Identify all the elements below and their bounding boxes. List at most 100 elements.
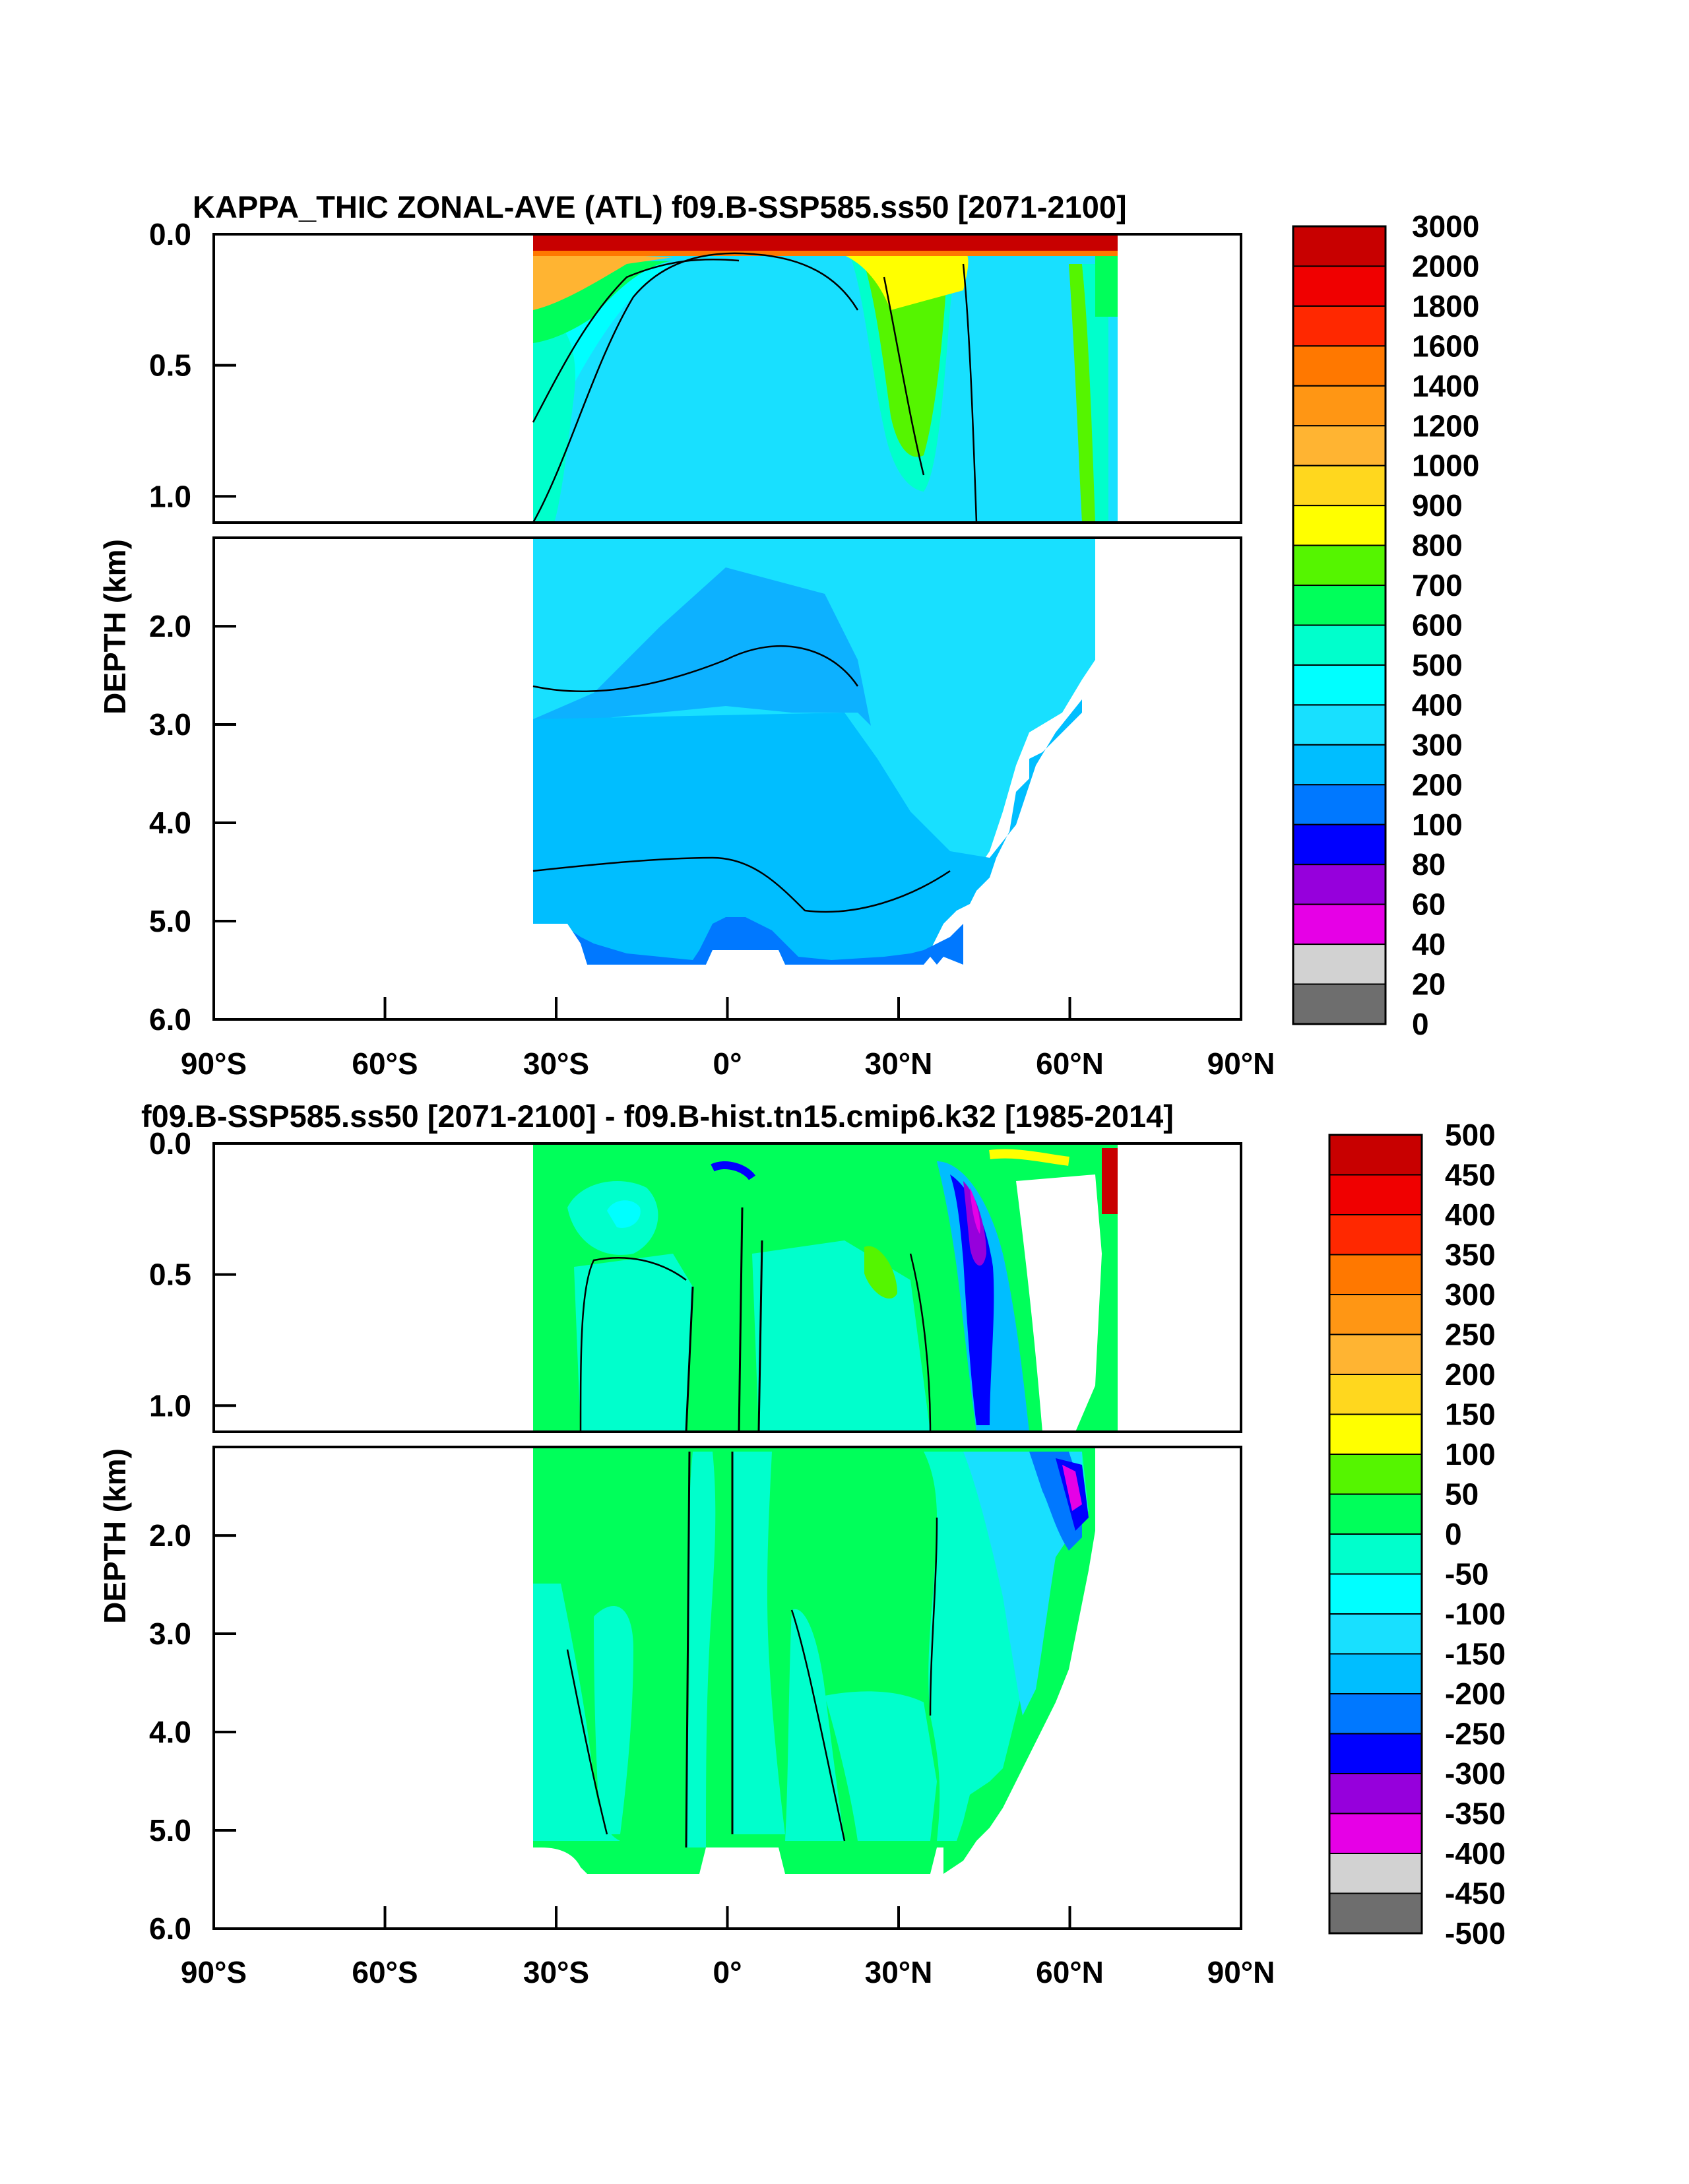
p1-contour-6 xyxy=(532,856,951,913)
colorbar-swatch xyxy=(1329,1214,1422,1256)
colorbar-label: 0 xyxy=(1445,1517,1462,1551)
panel2-lower-field xyxy=(533,1447,1118,1929)
p2-lower-teal-south xyxy=(785,1609,844,1841)
colorbar-label: 100 xyxy=(1412,808,1463,842)
colorbar-swatch xyxy=(1329,1773,1422,1815)
y-tick-label: 4.0 xyxy=(149,806,191,840)
colorbar-label: 250 xyxy=(1445,1318,1496,1352)
colorbar-label: 50 xyxy=(1445,1477,1479,1512)
colorbar-swatch xyxy=(1329,1374,1422,1415)
panel-difference: f09.B-SSP585.ss50 [2071-2100] - f09.B-hi… xyxy=(98,1099,1506,1989)
y-tick-label: 4.0 xyxy=(149,1715,191,1749)
colorbar-swatch xyxy=(1329,1493,1422,1535)
p2-upper-cyan-eddy xyxy=(607,1200,641,1228)
colorbar-swatch xyxy=(1292,226,1386,267)
p2-contour-4 xyxy=(757,1240,763,1432)
p2-contour-6 xyxy=(566,1649,608,1835)
x-tick-label: 90°N xyxy=(1207,1046,1275,1081)
p1-upper-teal xyxy=(533,315,575,523)
colorbar-label: 300 xyxy=(1445,1277,1496,1312)
panel1-colorbar: 3000200018001600140012001000900800700600… xyxy=(1292,209,1479,1041)
p1-upper-edge-green xyxy=(1095,251,1118,317)
colorbar-swatch xyxy=(1329,1853,1422,1894)
panel2-colorbar: 500450400350300250200150100500-50-100-15… xyxy=(1328,1118,1506,1950)
p2-lower-mask-east xyxy=(943,1447,1118,1929)
colorbar-label: 600 xyxy=(1412,608,1463,643)
colorbar-label: -200 xyxy=(1445,1677,1506,1711)
colorbar-swatch xyxy=(1329,1333,1422,1375)
colorbar-swatch xyxy=(1329,1573,1422,1615)
p1-lower-abyss xyxy=(533,858,917,963)
p1-contour-1 xyxy=(532,252,859,523)
colorbar-swatch xyxy=(1292,465,1386,507)
colorbar-swatch xyxy=(1292,903,1386,946)
colorbar-swatch xyxy=(1329,1413,1422,1455)
colorbar-label: -350 xyxy=(1445,1797,1506,1831)
colorbar-frame xyxy=(1328,1134,1423,1935)
panel2-x-ticks: 90°S 60°S 30°S 0° 30°N 60°N 90°N xyxy=(181,1906,1275,1989)
colorbar-label: -250 xyxy=(1445,1717,1506,1751)
panel2-upper-frame xyxy=(212,1142,1242,1433)
panel2-upper-field xyxy=(533,1143,1118,1432)
colorbar-swatch xyxy=(1329,1693,1422,1735)
p2-contour-1 xyxy=(579,1257,687,1432)
p1-contour-3 xyxy=(883,276,925,476)
colorbar-swatch xyxy=(1329,1733,1422,1774)
colorbar-swatch xyxy=(1292,585,1386,626)
colorbar-frame xyxy=(1292,225,1387,1025)
colorbar-swatch xyxy=(1292,345,1386,387)
colorbar-label: -450 xyxy=(1445,1877,1506,1911)
y-tick-label: 0.5 xyxy=(149,348,191,383)
colorbar-label: 300 xyxy=(1412,728,1463,762)
p2-upper-yellow-streak xyxy=(989,1149,1069,1166)
p2-lower-teal-left xyxy=(533,1584,620,1841)
colorbar-label: -50 xyxy=(1445,1557,1488,1591)
colorbar-label: -150 xyxy=(1445,1637,1506,1671)
y-tick-label: 2.0 xyxy=(149,1518,191,1553)
colorbar-swatch xyxy=(1292,744,1386,786)
panel2-y-ticks: 0.0 0.5 1.0 2.0 3.0 4.0 5.0 6.0 xyxy=(149,1126,236,1946)
colorbar-label: 100 xyxy=(1445,1437,1496,1471)
panel1-y-axis-label: DEPTH (km) xyxy=(98,539,132,715)
colorbar-label: 400 xyxy=(1412,688,1463,722)
p1-contour-4 xyxy=(962,263,978,523)
p1-lower-mid-band xyxy=(533,567,871,726)
p1-upper-yellow xyxy=(831,251,969,310)
p2-lower-teal-vert xyxy=(686,1452,716,1847)
panel1-upper-frame xyxy=(212,233,1242,524)
colorbar-label: 1200 xyxy=(1412,408,1479,443)
x-tick-label: 30°N xyxy=(865,1046,933,1081)
y-tick-label: 0.0 xyxy=(149,217,191,251)
p1-contour-2 xyxy=(532,259,740,423)
panel2-title: f09.B-SSP585.ss50 [2071-2100] - f09.B-hi… xyxy=(141,1099,1174,1134)
colorbar-swatch xyxy=(1329,1653,1422,1694)
x-tick-label: 60°N xyxy=(1036,1955,1104,1989)
colorbar-swatch xyxy=(1292,664,1386,706)
y-tick-label: 2.0 xyxy=(149,609,191,643)
colorbar-label: 1000 xyxy=(1412,449,1479,483)
p1-upper-orange xyxy=(533,251,673,310)
colorbar-label: 150 xyxy=(1445,1397,1496,1432)
colorbar-label: 350 xyxy=(1445,1238,1496,1272)
p2-lower-teal-mid xyxy=(732,1452,785,1834)
colorbar-label: 500 xyxy=(1445,1118,1496,1152)
colorbar-label: 1400 xyxy=(1412,369,1479,403)
x-tick-label: 60°S xyxy=(352,1955,418,1989)
panel1-lower-field xyxy=(532,538,1241,1019)
p2-lower-light-blue xyxy=(963,1452,1082,1716)
p2-upper-red-edge xyxy=(1102,1148,1118,1214)
colorbar-swatch xyxy=(1329,1533,1422,1575)
x-tick-label: 60°N xyxy=(1036,1046,1104,1081)
y-tick-label: 5.0 xyxy=(149,904,191,938)
colorbar-label: 20 xyxy=(1412,967,1446,1002)
x-tick-label: 90°S xyxy=(181,1046,247,1081)
colorbar-label: 800 xyxy=(1412,529,1463,563)
colorbar-swatch xyxy=(1292,983,1386,1025)
p1-upper-green-right xyxy=(1069,264,1095,523)
p2-lower-teal-strip xyxy=(594,1606,633,1834)
panel1-y-ticks: 0.0 0.5 1.0 2.0 3.0 4.0 5.0 6.0 xyxy=(149,217,236,1037)
colorbar-label: 200 xyxy=(1445,1357,1496,1392)
colorbar-swatch xyxy=(1329,1294,1422,1335)
x-tick-label: 60°S xyxy=(352,1046,418,1081)
